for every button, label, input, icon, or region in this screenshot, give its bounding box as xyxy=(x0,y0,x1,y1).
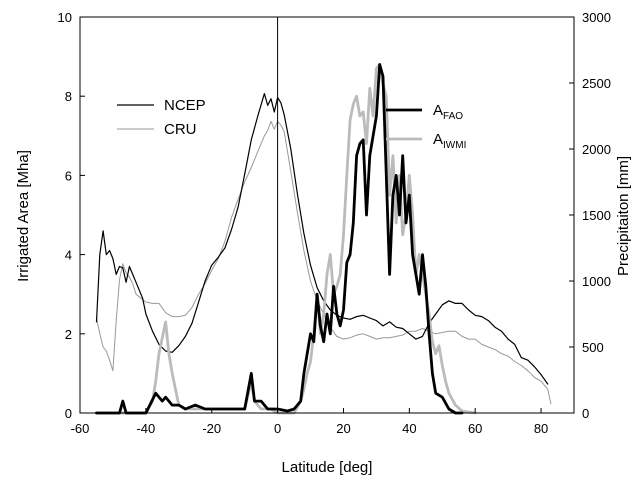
y-right-tick-label: 2500 xyxy=(582,76,611,91)
y-right-tick-label: 1500 xyxy=(582,208,611,223)
legend-label-ncep: NCEP xyxy=(164,97,206,114)
y-right-tick-label: 3000 xyxy=(582,10,611,25)
y-right-tick-label: 500 xyxy=(582,340,604,355)
x-axis-title: Latitude [deg] xyxy=(282,459,373,476)
series-a-iwmi xyxy=(95,63,477,415)
y-right-tick-label: 2000 xyxy=(582,142,611,157)
legend-left: NCEP CRU xyxy=(117,97,206,138)
series-a-fao xyxy=(95,63,464,415)
series-ncep xyxy=(95,92,549,385)
series-cru xyxy=(96,120,552,405)
legend-label-a-iwmi-sub: IWMI xyxy=(443,140,466,151)
x-tick-label: -40 xyxy=(136,421,155,436)
plot-frame xyxy=(79,16,575,414)
legend-label-a-fao: AFAO xyxy=(433,102,463,122)
y-left-tick-label: 6 xyxy=(65,168,72,183)
legend-label-a-fao-main: A xyxy=(433,102,443,119)
axes-layer: -60 -40 -20 0 20 40 60 80 0 2 4 6 8 10 0 500 1000 1500 200… xyxy=(58,10,611,436)
x-tick-label: 0 xyxy=(274,421,281,436)
y-right-axis-title: Precipitaiton [mm] xyxy=(615,156,632,276)
legend-label-a-iwmi-main: A xyxy=(433,131,443,148)
series-layer xyxy=(95,63,552,415)
y-right-tick-label: 0 xyxy=(582,406,589,421)
y-left-tick-label: 4 xyxy=(65,248,72,263)
x-tick-label: 20 xyxy=(336,421,350,436)
y-left-tick-label: 10 xyxy=(58,10,72,25)
x-tick-label: 80 xyxy=(534,421,548,436)
x-tick-label: 40 xyxy=(402,421,416,436)
y-left-tick-label: 0 xyxy=(65,406,72,421)
y-left-tick-label: 8 xyxy=(65,89,72,104)
legend-label-a-fao-sub: FAO xyxy=(443,111,463,122)
x-tick-label: 60 xyxy=(468,421,482,436)
legend-label-a-iwmi: AIWMI xyxy=(433,131,466,151)
y-left-axis-title: Irrigated Area [Mha] xyxy=(15,150,32,282)
y-right-tick-label: 1000 xyxy=(582,274,611,289)
y-left-tick-label: 2 xyxy=(65,327,72,342)
x-tick-label: -20 xyxy=(202,421,221,436)
legend-label-cru: CRU xyxy=(164,121,197,138)
legend-right: AFAO AIWMI xyxy=(386,102,466,151)
x-tick-label: -60 xyxy=(71,421,90,436)
